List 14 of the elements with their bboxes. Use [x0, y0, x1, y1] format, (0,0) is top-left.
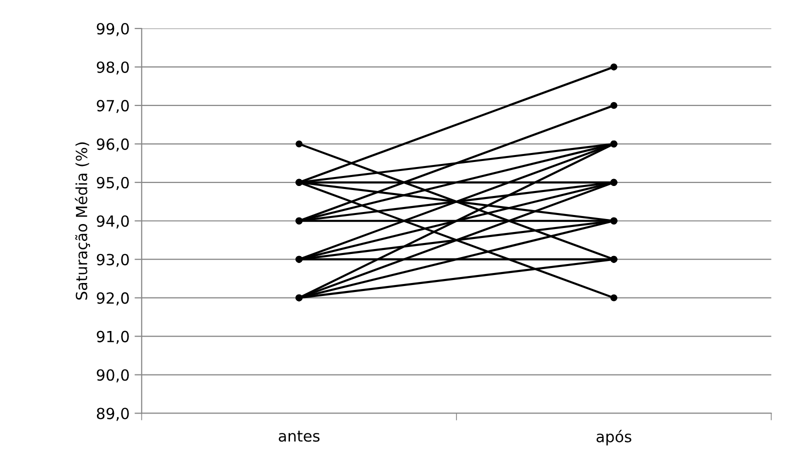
y-tick-label: 92,0 — [96, 292, 129, 306]
y-tick-label: 91,0 — [96, 330, 129, 344]
y-tick-label: 95,0 — [96, 176, 129, 190]
y-axis-title: Saturação Média (%) — [74, 142, 90, 300]
y-tick-label: 98,0 — [96, 61, 129, 75]
y-tick-label: 93,0 — [96, 254, 129, 267]
x-tick-label: após — [596, 430, 632, 446]
y-tick-label: 94,0 — [96, 215, 129, 228]
y-tick-label: 96,0 — [96, 138, 129, 152]
y-tick-label: 90,0 — [96, 369, 129, 382]
y-tick-label: 97,0 — [96, 100, 129, 114]
x-tick-label: antes — [278, 430, 320, 442]
y-tick-label: 89,0 — [96, 408, 129, 421]
y-tick-label: 99,0 — [96, 22, 129, 36]
